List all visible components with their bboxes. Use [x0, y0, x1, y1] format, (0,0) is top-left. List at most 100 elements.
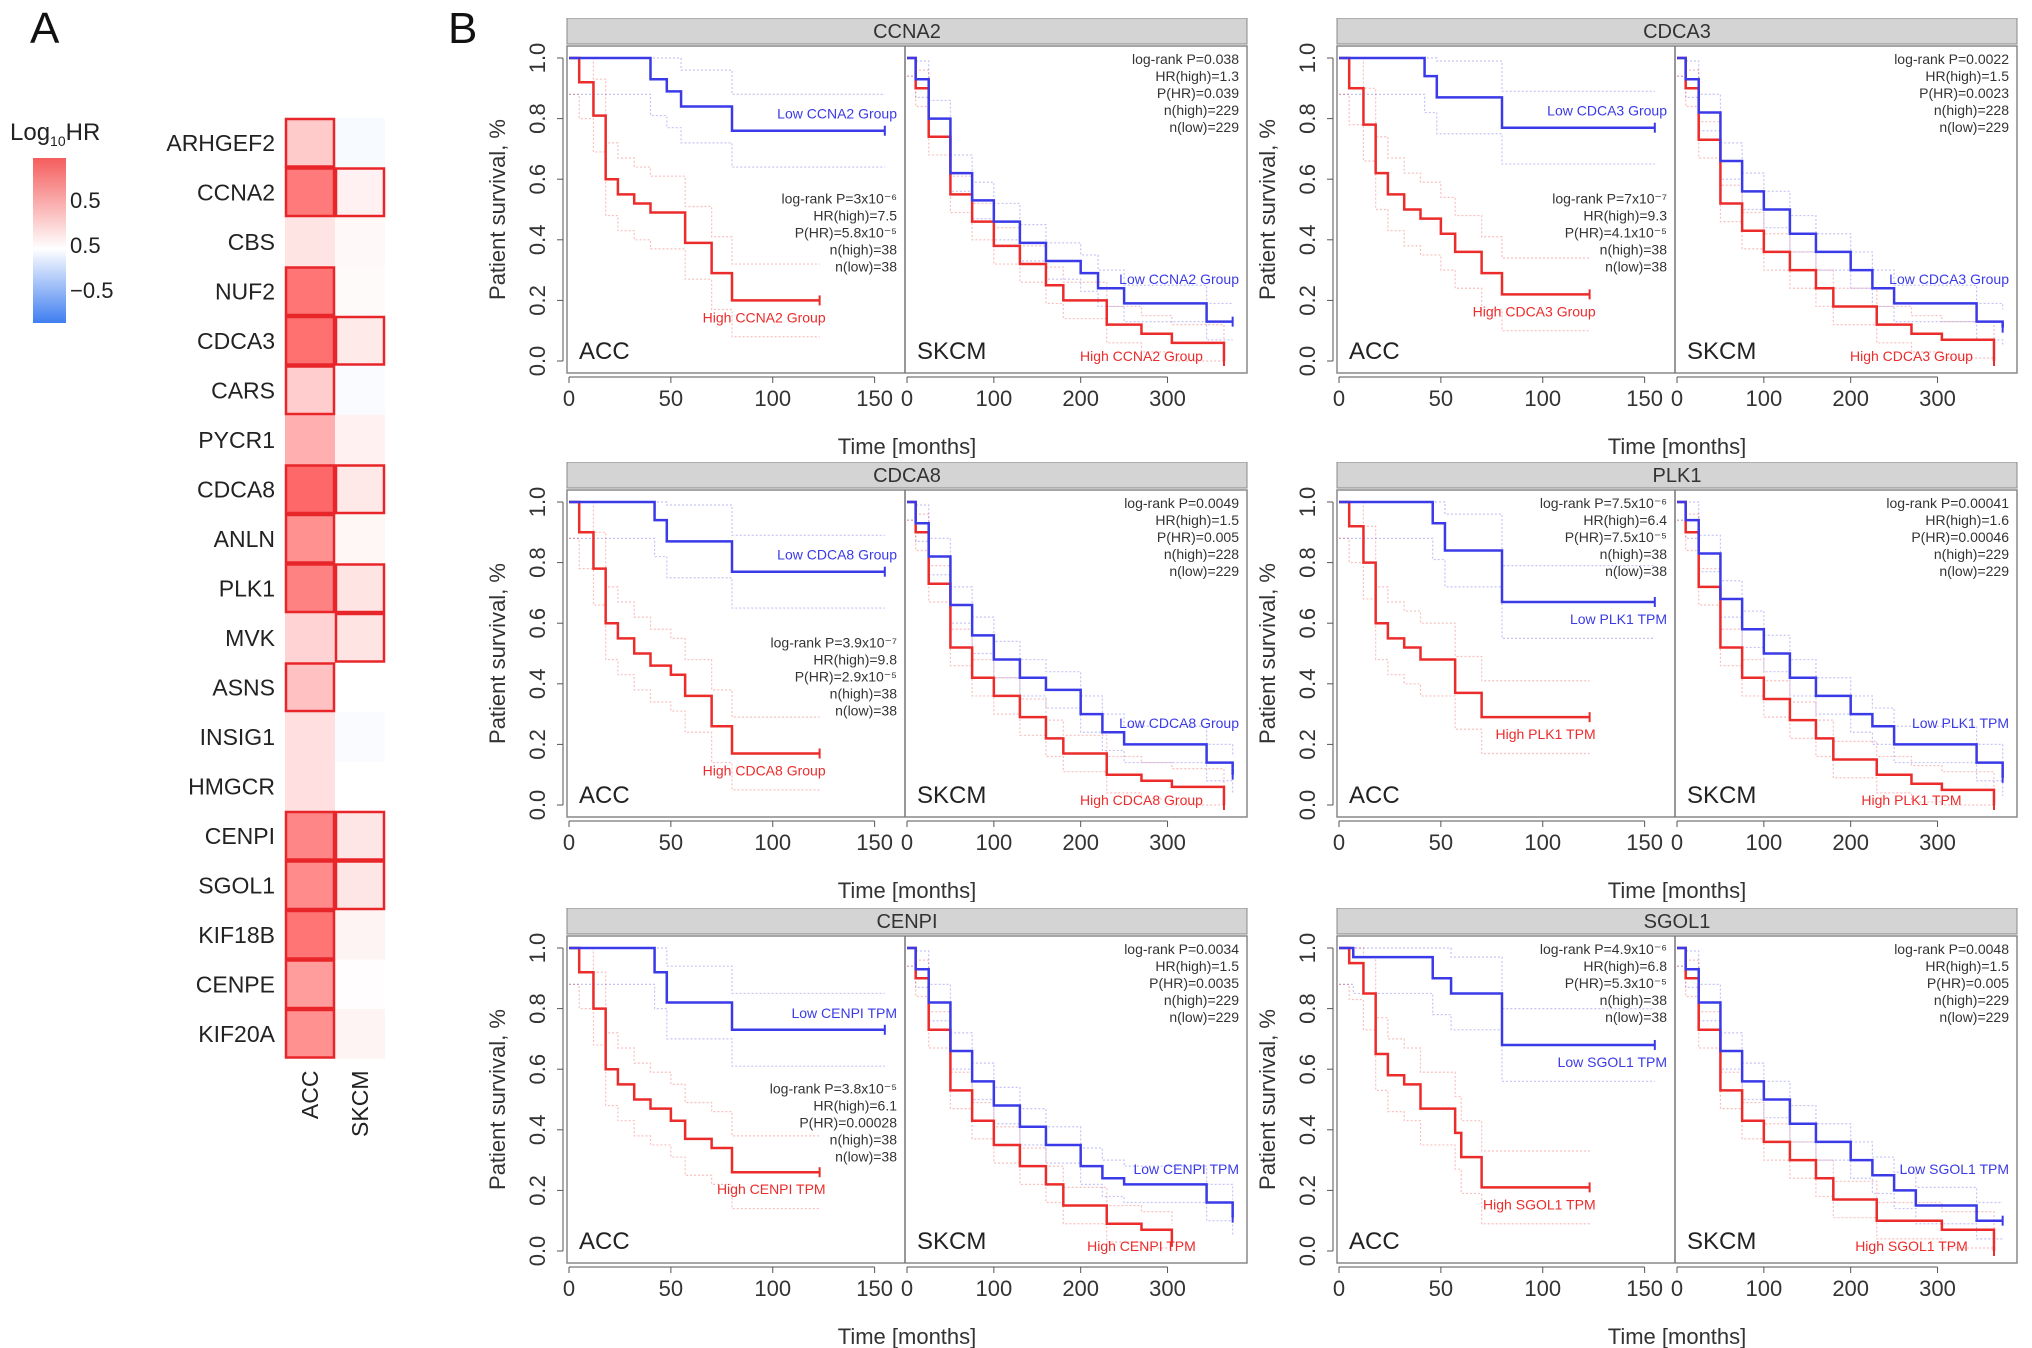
stats-text: log-rank P=0.0048: [1894, 941, 2009, 957]
y-axis-label: Patient survival, %: [1255, 563, 1280, 744]
stats-text: n(high)=228: [1164, 546, 1239, 562]
heatmap-cell: [285, 910, 335, 960]
stats-text: HR(high)=9.8: [813, 651, 897, 667]
significance-outline: [284, 563, 336, 614]
high-ci-lower: [907, 519, 1224, 806]
gene-title: CDCA3: [1643, 21, 1711, 43]
heatmap-cell: [285, 217, 335, 267]
high-group-label: High CDCA3 Group: [1473, 303, 1596, 319]
low-group-label: Low CDCA8 Group: [777, 547, 897, 563]
high-group-curve: [569, 500, 820, 755]
stats-text: P(HR)=5.3x10⁻⁵: [1565, 975, 1667, 991]
km-chart-cdca3: CDCA3 0.0 0.2 0.4 0.6 0.8 1.0 Patient survival,…: [1255, 18, 2018, 458]
y-tick-label: 0.8: [525, 993, 550, 1024]
stats-text: n(high)=38: [1600, 241, 1668, 257]
low-ci-lower: [1677, 965, 2003, 1240]
panel-label-a: A: [30, 4, 60, 53]
stats-text: HR(high)=1.3: [1155, 68, 1239, 84]
low-group-label: Low PLK1 TPM: [1570, 611, 1667, 627]
row-label: CCNA2: [197, 179, 275, 205]
significance-outline: [284, 167, 336, 218]
row-label: ANLN: [214, 526, 275, 552]
x-tick-label: 300: [1919, 386, 1956, 411]
heatmap-cell: [285, 1009, 335, 1059]
row-label: SGOL1: [198, 872, 275, 898]
x-tick-label: 300: [1149, 830, 1186, 855]
significance-outline: [284, 365, 336, 416]
x-tick-label: 150: [1626, 830, 1663, 855]
x-tick-label: 100: [754, 386, 791, 411]
significance-outline: [334, 464, 386, 515]
stats-text: log-rank P=3.9x10⁻⁷: [771, 634, 897, 650]
stats-text: n(low)=38: [835, 702, 897, 718]
stats-text: n(high)=229: [1934, 546, 2009, 562]
low-group-curve: [569, 56, 885, 132]
high-group-label: High PLK1 TPM: [1495, 726, 1595, 742]
y-tick-label: 0.6: [525, 1054, 550, 1085]
low-group-curve: [1339, 946, 1655, 1047]
low-group-curve: [1339, 56, 1655, 129]
low-ci-upper: [1677, 501, 2004, 760]
stats-text: n(high)=38: [830, 685, 898, 701]
x-tick-label: 150: [1626, 386, 1663, 411]
x-tick-label: 200: [1062, 830, 1099, 855]
high-ci-lower: [569, 983, 820, 1210]
low-group-label: Low CCNA2 Group: [1119, 271, 1239, 287]
y-tick-label: 0.0: [525, 1236, 550, 1267]
plot-frame: [1336, 489, 2018, 818]
stats-text: log-rank P=0.038: [1132, 51, 1239, 67]
heatmap-cell: [285, 464, 335, 514]
x-tick-label: 300: [1919, 830, 1956, 855]
stats-text: n(high)=38: [830, 241, 898, 257]
facet-strip: [1336, 908, 2018, 935]
high-ci-upper: [569, 57, 820, 265]
high-group-label: High CCNA2 Group: [703, 309, 826, 325]
heatmap-cell: [285, 563, 335, 613]
column-label: ACC: [297, 1071, 323, 1120]
stats-text: log-rank P=7.5x10⁻⁶: [1540, 495, 1667, 511]
plot-frame: [566, 45, 1248, 374]
high-ci-lower: [1677, 519, 1994, 806]
heatmap-cell: [335, 959, 385, 1009]
y-tick-label: 0.6: [525, 164, 550, 195]
y-tick-label: 0.6: [1295, 1054, 1320, 1085]
heatmap-legend: Log10HR 0.5 0.5 −0.5: [10, 119, 113, 323]
y-tick-label: 1.0: [525, 487, 550, 518]
low-group-curve: [1677, 946, 2003, 1222]
stats-text: P(HR)=7.5x10⁻⁵: [1565, 529, 1667, 545]
stats-text: n(low)=38: [1605, 258, 1667, 274]
heatmap-chart: Log10HR 0.5 0.5 −0.5 ARHGEF2 CCNA2 CBS NUF2 CDCA…: [10, 117, 386, 1137]
high-group-curve: [1677, 500, 1996, 805]
x-tick-label: 100: [1524, 1276, 1561, 1301]
low-ci-upper: [1677, 57, 2004, 310]
heatmap-cell: [285, 167, 335, 217]
low-group-curve: [569, 946, 885, 1032]
significance-outline: [284, 1008, 336, 1059]
high-ci-lower: [1677, 75, 1995, 361]
heatmap-cell: [335, 761, 385, 811]
row-label: MVK: [225, 625, 276, 651]
km-chart-cdca8: CDCA8 0.0 0.2 0.4 0.6 0.8 1.0 Patient survival,…: [485, 462, 1248, 902]
heatmap-cell: [285, 761, 335, 811]
low-group-label: Low CDCA8 Group: [1119, 715, 1239, 731]
low-ci-upper: [1339, 501, 1655, 567]
x-tick-label: 150: [856, 830, 893, 855]
legend-tick: −0.5: [70, 278, 113, 303]
row-label: PLK1: [219, 575, 275, 601]
heatmap-cell: [285, 811, 335, 861]
high-ci-lower: [1339, 93, 1590, 332]
facet-strip: [566, 908, 1248, 935]
y-tick-label: 0.6: [1295, 164, 1320, 195]
heatmap-cell: [335, 167, 385, 217]
cohort-label: SKCM: [917, 782, 986, 809]
stats-text: HR(high)=1.5: [1155, 958, 1239, 974]
plot-frame: [566, 935, 1248, 1264]
high-ci-upper: [569, 501, 820, 718]
row-label: CENPE: [196, 971, 275, 997]
cohort-label: SKCM: [917, 338, 986, 365]
x-tick-label: 100: [1745, 386, 1782, 411]
cohort-label: SKCM: [1687, 338, 1756, 365]
stats-text: P(HR)=4.1x10⁻⁵: [1565, 224, 1667, 240]
low-group-label: Low CENPI TPM: [791, 1005, 897, 1021]
significance-outline: [334, 860, 386, 911]
